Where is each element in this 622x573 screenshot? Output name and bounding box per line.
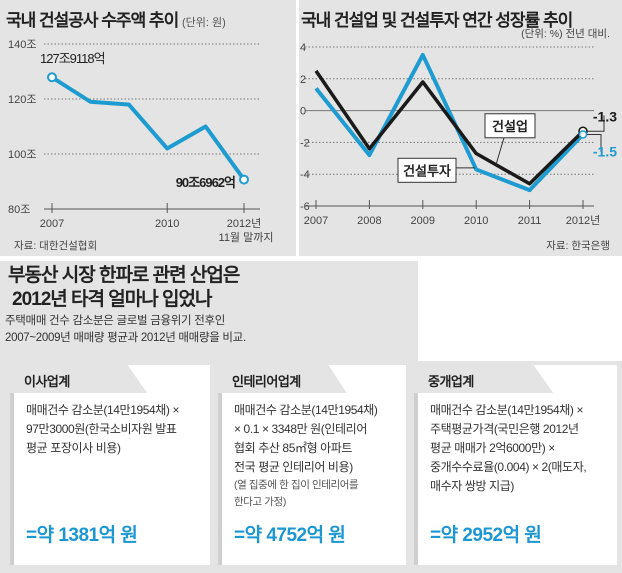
y-tick-label: 2 — [300, 74, 306, 86]
card-body: 매매건수 감소분(14만1954채) × 0.1 × 3348만 원(인테리어 … — [234, 401, 378, 511]
card-line: 97만3000원(한국소비자원 발표 — [26, 422, 177, 436]
card-line: 평균 포장이사 비용) — [26, 441, 121, 455]
y-tick-label: 4 — [300, 42, 306, 54]
chart2-source: 자료: 한국은행 — [546, 240, 610, 252]
annotation-start: 127조9118억 — [40, 51, 105, 66]
x-tick-label: 2010 — [155, 218, 179, 230]
legend-pointer — [495, 137, 505, 165]
leader-line — [587, 115, 605, 132]
data-point — [239, 174, 249, 185]
card-title: 인테리어업계 — [232, 374, 301, 389]
card-line: 매매건수 감소분(14만1954채) × — [26, 403, 180, 417]
y-tick-label: -6 — [300, 201, 310, 213]
card-body: 매매건수 감소분(14만1954채) × 주택평균가격(국민은행 2012년 평… — [430, 401, 587, 496]
white-gap — [418, 261, 622, 361]
chart1-title-text: 국내 건설공사 수주액 추이 — [6, 11, 179, 30]
card-line: 전국 평균 인테리어 비용) — [234, 460, 353, 474]
chart1-unit: (단위: 원) — [181, 17, 226, 29]
y-tick-label: -4 — [300, 169, 310, 181]
desc-line-1: 주택매매 건수 감소분은 글로벌 금융위기 전후인 — [5, 315, 226, 327]
x-tick-label: 2009 — [411, 215, 435, 227]
card-note: 한다고 가정) — [234, 496, 286, 508]
x-tick-label: 2008 — [357, 215, 381, 227]
end-label-investment: -1.5 — [593, 144, 617, 160]
series-line — [50, 75, 246, 181]
y-tick-label: 120조 — [8, 94, 36, 106]
y-tick-label: 100조 — [8, 149, 36, 161]
card-brokerage: 중개업계 매매건수 감소분(14만1954채) × 주택평균가격(국민은행 20… — [414, 365, 617, 565]
card-body: 매매건수 감소분(14만1954채) × 97만3000원(한국소비자원 발표 … — [26, 401, 179, 458]
legend-label-construction: 건설업 — [492, 119, 528, 134]
card-result: =약 1381억 원 — [26, 525, 138, 546]
card-tab: 이사업계 — [10, 365, 148, 393]
card-line: 매수자 쌍방 지급) — [430, 479, 514, 493]
card-line: 매매건수 감소분(14만1954채) — [234, 403, 378, 417]
card-title: 이사업계 — [24, 374, 70, 389]
card-line: 협회 추산 85㎡형 아파트 — [234, 441, 353, 455]
annotation-end: 90조6962억 — [176, 175, 235, 190]
data-point — [47, 72, 57, 83]
card-line: 평균 매매가 2억6000만) × — [430, 441, 555, 455]
growth-line-chart: 4 2 0 -2 -4 -6 2007 2008 2009 2010 2011 2012년 -1.3 -1… — [300, 42, 617, 227]
chart2-unit: (단위: %) 전년 대비. — [521, 28, 610, 40]
y-tick-label: -2 — [300, 137, 310, 149]
card-line: 매매건수 감소분(14만1954채) × — [430, 403, 584, 417]
card-result: =약 2952억 원 — [430, 525, 542, 546]
legend-label-investment: 건설투자 — [403, 163, 451, 178]
y-tick-label: 0 — [300, 106, 306, 118]
leader-line — [587, 133, 602, 152]
legend-box-construction — [484, 113, 536, 139]
x-sub-label: 11월 말까지 — [219, 231, 274, 244]
headline-line-1: 부동산 시장 한파로 관련 산업은 — [8, 265, 240, 286]
x-tick-label: 2012년 — [227, 217, 262, 230]
x-tick-label: 2007 — [40, 218, 64, 230]
chart1-source: 자료: 대한건설협회 — [14, 240, 98, 252]
card-result: =약 4752억 원 — [234, 525, 346, 546]
x-tick-label: 2011 — [518, 215, 542, 227]
end-label-construction: -1.3 — [593, 109, 617, 125]
y-tick-label: 140조 — [8, 39, 36, 51]
x-tick-label: 2010 — [464, 215, 488, 227]
headline-line-2: 2012년 타격 얼마나 입었나 — [12, 289, 212, 310]
series-line-investment — [314, 52, 585, 193]
series-line-construction — [314, 69, 585, 186]
y-tick-label: 80조 — [8, 204, 30, 216]
card-title: 중개업계 — [428, 374, 474, 389]
card-tab: 중개업계 — [414, 365, 554, 393]
card-line: × 0.1 × 3348만 원(인테리어 — [234, 422, 367, 436]
card-moving: 이사업계 매매건수 감소분(14만1954채) × 97만3000원(한국소비자… — [10, 365, 210, 565]
card-line: 주택평균가격(국민은행 2012년 — [430, 422, 579, 436]
card-interior: 인테리어업계 매매건수 감소분(14만1954채) × 0.1 × 3348만 … — [218, 365, 406, 565]
data-point — [578, 130, 588, 139]
growth-chart-panel: 국내 건설업 및 건설투자 연간 성장률 추이 (단위: %) 전년 대비. 4… — [299, 0, 622, 256]
x-tick-label: 2012년 — [566, 214, 601, 227]
chart2-title: 국내 건설업 및 건설투자 연간 성장률 추이 — [301, 11, 573, 30]
orders-chart-panel: 국내 건설공사 수주액 추이 (단위: 원) 140조 120조 100조 80조 20… — [0, 0, 296, 256]
x-tick-label: 2007 — [304, 215, 328, 227]
chart1-title: 국내 건설공사 수주액 추이 (단위: 원) — [6, 6, 226, 31]
legend-box-investment — [397, 157, 457, 183]
card-tab: 인테리어업계 — [218, 365, 347, 393]
card-note: (열 집중에 한 집이 인테리어를 — [234, 479, 359, 491]
desc-line-2: 2007~2009년 매매량 평균과 2012년 매매량을 비교. — [5, 332, 246, 344]
card-line: 중개수수료율(0.004) × 2(매도자, — [430, 460, 587, 474]
